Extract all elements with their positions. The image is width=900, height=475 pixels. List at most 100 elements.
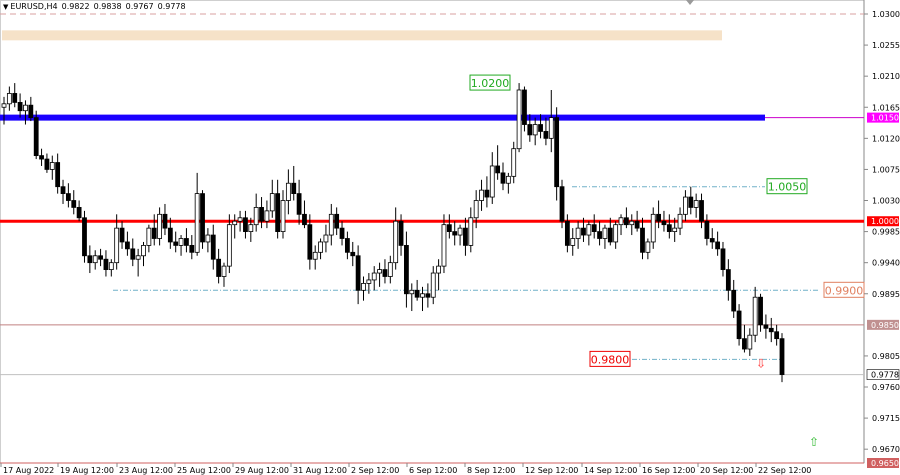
candle-body <box>39 155 44 160</box>
level-current-axis-label: 0.9778 <box>871 371 899 380</box>
candle-body <box>184 238 189 246</box>
candle-body <box>253 207 259 226</box>
candle-body <box>114 227 120 264</box>
candle-body <box>269 193 275 212</box>
target-0-9900-box <box>823 281 865 298</box>
candle-body <box>763 324 769 329</box>
candle-body <box>135 255 141 260</box>
candle-body <box>194 193 200 253</box>
candle-body <box>23 104 28 112</box>
candle-body <box>12 93 18 103</box>
candle-body <box>125 241 130 250</box>
candle-body <box>559 186 565 222</box>
level-current-axis-box <box>866 369 900 380</box>
price-tick-label: 1.0120 <box>872 134 900 143</box>
candle-body <box>226 224 232 267</box>
candle-body <box>720 248 726 270</box>
time-tick-label: 17 Aug 2022 <box>3 466 54 475</box>
candle-body <box>334 213 340 229</box>
candle-body <box>688 196 694 208</box>
candle-body <box>758 296 763 326</box>
low-value: 0.9767 <box>125 2 154 11</box>
candle-body <box>275 193 281 232</box>
time-tick-label: 23 Aug 12:00 <box>119 466 173 475</box>
candle-body <box>495 165 501 174</box>
candle-body <box>318 241 323 253</box>
candle-body <box>463 227 468 246</box>
candle-body <box>350 251 356 257</box>
candle-body <box>543 131 549 139</box>
target-0-9800-label: 0.9800 <box>591 353 630 366</box>
candle-body <box>575 227 581 239</box>
candle-body <box>661 220 667 226</box>
candle-body <box>1 103 7 108</box>
candle-body <box>715 241 721 250</box>
candle-body <box>210 234 216 260</box>
price-tick-label: 0.9895 <box>872 290 900 299</box>
candle-body <box>6 93 12 105</box>
candle-body <box>618 217 624 226</box>
target-0-9900-label: 0.9900 <box>825 284 864 297</box>
candle-body <box>119 227 125 243</box>
price-tick-label: 0.9985 <box>872 228 900 237</box>
candle-body <box>151 227 157 239</box>
price-tick-label: 0.9715 <box>872 414 900 423</box>
candle-body <box>307 224 313 260</box>
time-tick-label: 19 Aug 12:00 <box>60 466 114 475</box>
candle-body <box>157 213 163 239</box>
candle-body <box>747 334 753 350</box>
candle-body <box>371 272 377 281</box>
price-tick-label: 0.9805 <box>872 352 900 361</box>
sell-arrow-icon: ⇩ <box>756 356 766 370</box>
candle-body <box>243 217 248 232</box>
candle-body <box>60 186 66 194</box>
time-tick-label: 12 Sep 12:00 <box>525 466 578 475</box>
candle-body <box>505 175 511 184</box>
candle-body <box>779 338 785 375</box>
candle-body <box>489 165 495 198</box>
candle-body <box>82 217 87 257</box>
high-value: 0.9838 <box>93 2 122 11</box>
price-tick-label: 1.0210 <box>872 72 900 81</box>
price-tick-label: 0.9760 <box>872 383 900 392</box>
resistance-zone <box>2 30 722 41</box>
candle-body <box>768 327 774 333</box>
candle-body <box>259 207 264 222</box>
candle-body <box>141 245 146 257</box>
candle-body <box>554 117 560 188</box>
candle-body <box>92 255 98 264</box>
candle-body <box>666 224 672 232</box>
price-tick-label: 0.9940 <box>872 259 900 268</box>
candle-body <box>446 224 452 232</box>
candle-body <box>49 162 55 170</box>
candle-body <box>704 220 710 239</box>
time-tick-label: 6 Sep 12:00 <box>409 466 457 475</box>
triangle-down-icon[interactable]: ▼ <box>3 3 9 11</box>
candle-body <box>570 238 576 246</box>
level-1-0150 <box>0 114 765 121</box>
candle-body <box>613 224 619 243</box>
candle-body <box>393 220 399 264</box>
candle-body <box>420 293 425 298</box>
time-tick-label: 22 Sep 12:00 <box>758 466 811 475</box>
candle-body <box>296 193 302 215</box>
candle-body <box>452 231 458 236</box>
candle-body <box>693 200 699 208</box>
candle-body <box>98 255 103 260</box>
candle-body <box>586 224 592 236</box>
candle-body <box>457 227 463 236</box>
price-tick-label: 1.0255 <box>872 41 900 50</box>
candle-body <box>677 213 683 229</box>
scroll-marker-icon[interactable] <box>686 0 694 5</box>
candle-body <box>640 227 645 253</box>
candle-body <box>516 89 522 150</box>
candle-body <box>103 258 109 270</box>
candle-body <box>189 245 195 253</box>
candle-body <box>581 227 586 236</box>
candle-body <box>285 182 291 201</box>
candle-body <box>742 338 747 350</box>
candle-body <box>479 189 484 201</box>
candle-body <box>130 248 136 260</box>
